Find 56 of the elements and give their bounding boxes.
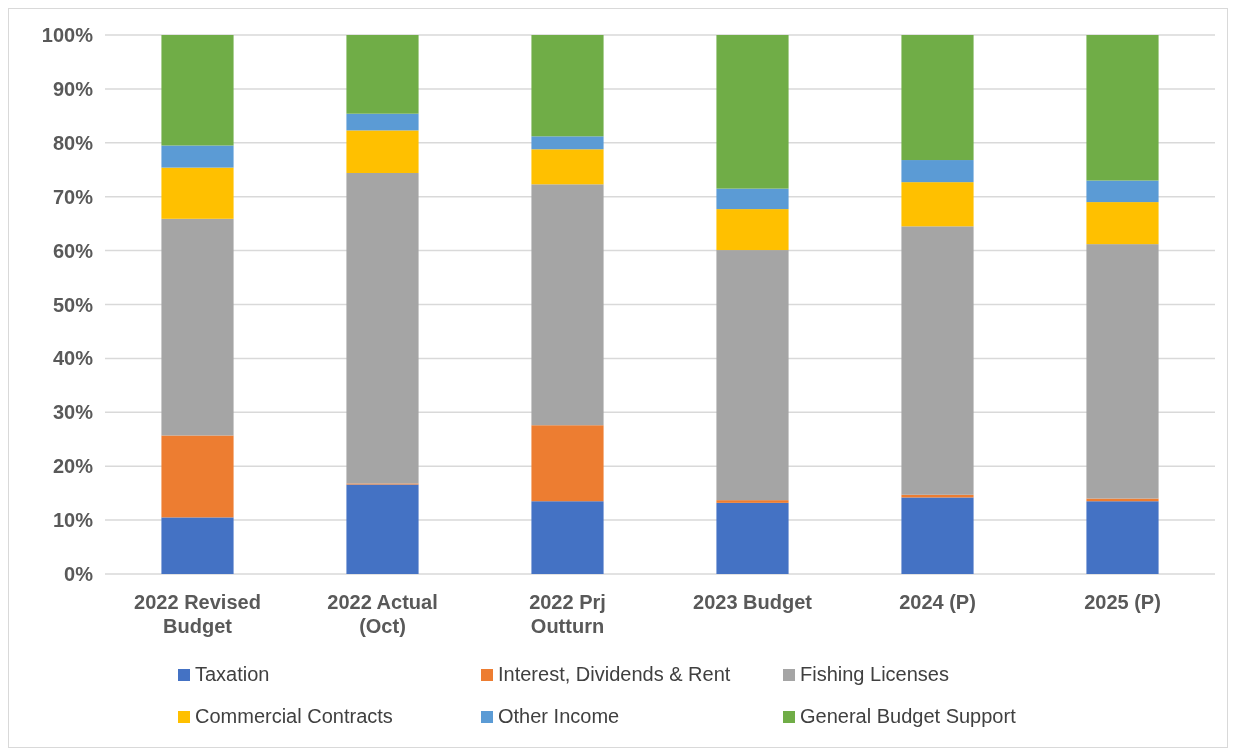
legend-label: Commercial Contracts	[195, 705, 393, 727]
bar	[161, 435, 234, 518]
bar	[716, 209, 789, 251]
y-tick-label: 60%	[52, 239, 94, 262]
legend-label: Other Income	[498, 705, 620, 727]
bar	[161, 35, 234, 146]
y-tick-label: 70%	[52, 185, 94, 208]
y-tick-label: 20%	[52, 455, 94, 478]
x-tick-label: 2022 Revised Budget	[134, 591, 261, 637]
x-tick-label: 2024 (P)	[899, 591, 976, 613]
bar	[161, 218, 234, 436]
bar	[901, 182, 974, 227]
bar	[531, 136, 604, 150]
bar	[1086, 501, 1159, 574]
bar	[716, 500, 789, 503]
legend-label: Taxation	[195, 663, 270, 685]
bar	[901, 497, 974, 574]
legend-label: Interest, Dividends & Rent	[498, 663, 731, 685]
y-tick-label: 50%	[52, 293, 94, 316]
bar	[1086, 202, 1159, 245]
bar	[716, 35, 789, 189]
bar	[716, 502, 789, 574]
y-tick-label: 0%	[64, 563, 94, 585]
bar	[161, 517, 234, 574]
bar	[161, 145, 234, 168]
bar	[531, 149, 604, 185]
bar	[901, 35, 974, 161]
legend-label: Fishing Licenses	[800, 663, 949, 685]
bar	[346, 172, 419, 484]
bar	[716, 188, 789, 210]
y-tick-label: 100%	[41, 24, 94, 46]
bar	[901, 226, 974, 495]
x-tick-label: 2022 Actual (Oct)	[327, 591, 438, 637]
x-tick-label: 2023 Budget	[693, 591, 813, 613]
bar	[346, 35, 419, 114]
bar	[1086, 180, 1159, 203]
bar	[531, 35, 604, 137]
y-tick-label: 80%	[52, 131, 94, 154]
bar	[1086, 244, 1159, 499]
bar	[346, 130, 419, 173]
y-tick-label: 30%	[52, 401, 94, 424]
bar	[161, 167, 234, 219]
x-tick-label: 2025 (P)	[1084, 591, 1161, 613]
y-tick-label: 10%	[52, 509, 94, 532]
x-tick-label: 2022 Prj Outturn	[529, 591, 606, 637]
bar	[531, 501, 604, 574]
bar	[346, 113, 419, 131]
bar	[901, 160, 974, 183]
bar	[346, 484, 419, 574]
bar	[716, 250, 789, 501]
y-tick-label: 40%	[52, 347, 94, 370]
y-tick-label: 90%	[52, 77, 94, 100]
bar	[531, 184, 604, 426]
legend-label: General Budget Support	[800, 705, 1017, 727]
bar	[1086, 35, 1159, 181]
bar	[531, 425, 604, 502]
